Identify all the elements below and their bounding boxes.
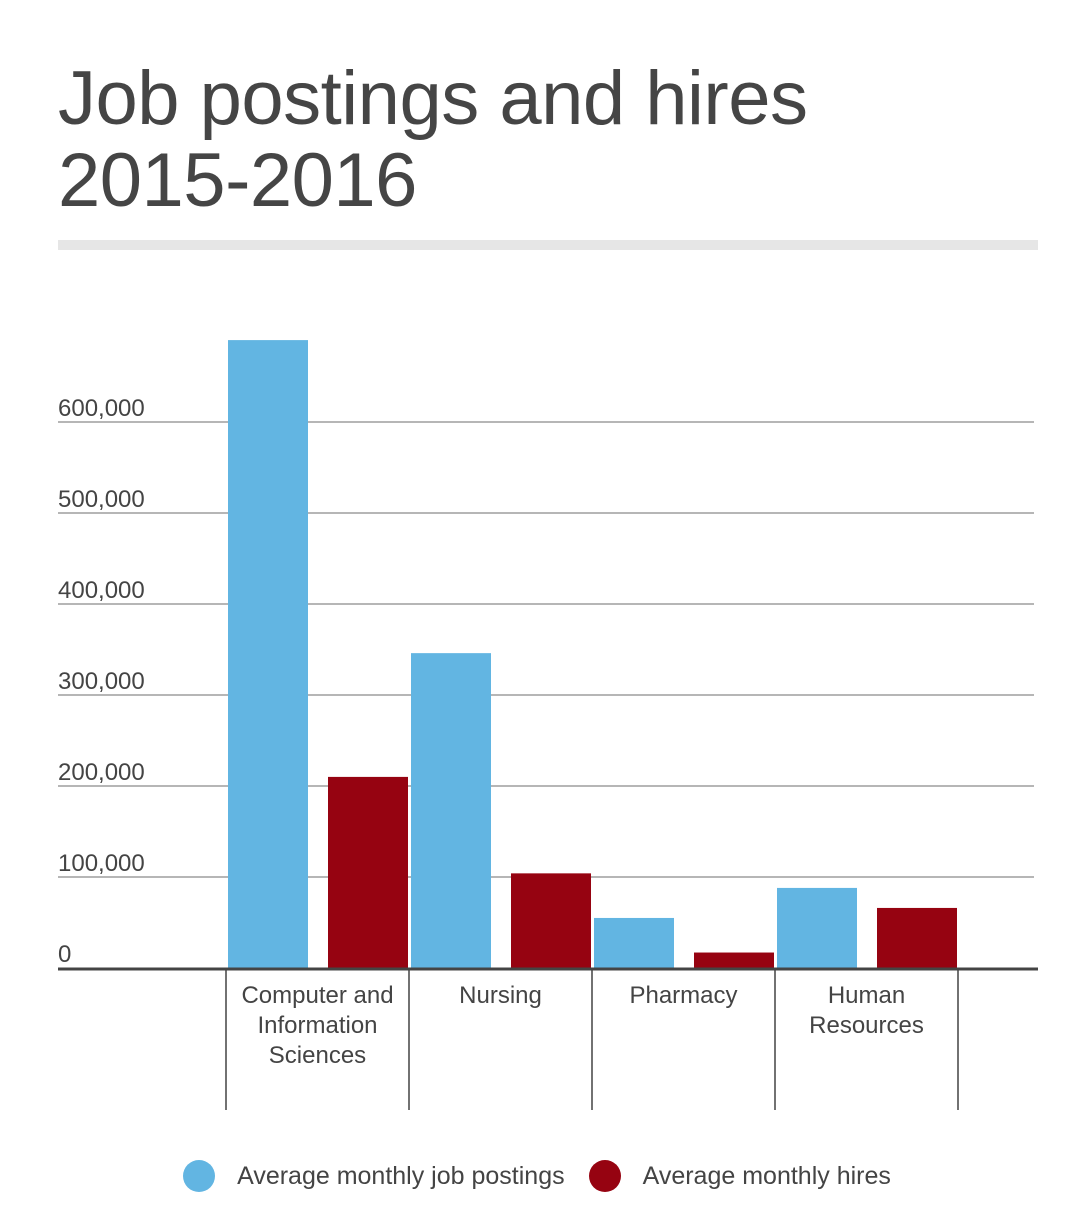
y-tick-label: 500,000 — [58, 486, 145, 513]
x-tick-label: Nursing — [459, 982, 542, 1009]
x-tick-label: Human — [828, 982, 905, 1009]
legend-item-hires: Average monthly hires — [588, 1160, 891, 1192]
chart-title: Job postings and hires 2015-2016 — [58, 58, 1038, 222]
y-tick-label: 300,000 — [58, 668, 145, 695]
bar-hires — [694, 952, 774, 968]
y-tick-label: 0 — [58, 941, 71, 968]
x-tick-label: Sciences — [269, 1042, 366, 1069]
chart-title-line2: 2015-2016 — [58, 138, 417, 223]
x-tick-label: Pharmacy — [629, 982, 737, 1009]
bar-postings — [228, 340, 308, 969]
title-divider — [58, 240, 1038, 250]
legend-swatch-postings — [183, 1160, 216, 1192]
bar-hires — [877, 907, 957, 968]
y-tick-label: 100,000 — [58, 850, 145, 877]
x-tick-label: Computer and — [241, 982, 393, 1009]
x-tick-label: Resources — [809, 1012, 924, 1039]
x-tick-label: Information — [257, 1012, 377, 1039]
y-tick-label: 200,000 — [58, 759, 145, 786]
y-tick-label: 600,000 — [58, 395, 145, 422]
bar-postings — [777, 887, 857, 968]
bar-hires — [511, 873, 591, 968]
bar-hires — [328, 776, 408, 968]
y-tick-label: 400,000 — [58, 577, 145, 604]
bar-postings — [411, 653, 491, 968]
legend-label-hires: Average monthly hires — [642, 1161, 891, 1190]
legend-item-postings: Average monthly job postings — [183, 1160, 565, 1192]
legend-swatch-hires — [588, 1160, 621, 1192]
legend: Average monthly job postings Average mon… — [0, 1160, 1074, 1192]
bar-postings — [594, 917, 674, 968]
chart-title-line1: Job postings and hires — [58, 56, 808, 141]
legend-label-postings: Average monthly job postings — [237, 1161, 565, 1190]
bar-chart: 0 100,000 200,000 300,000 400,000 500,000 600,… — [58, 340, 1038, 1110]
